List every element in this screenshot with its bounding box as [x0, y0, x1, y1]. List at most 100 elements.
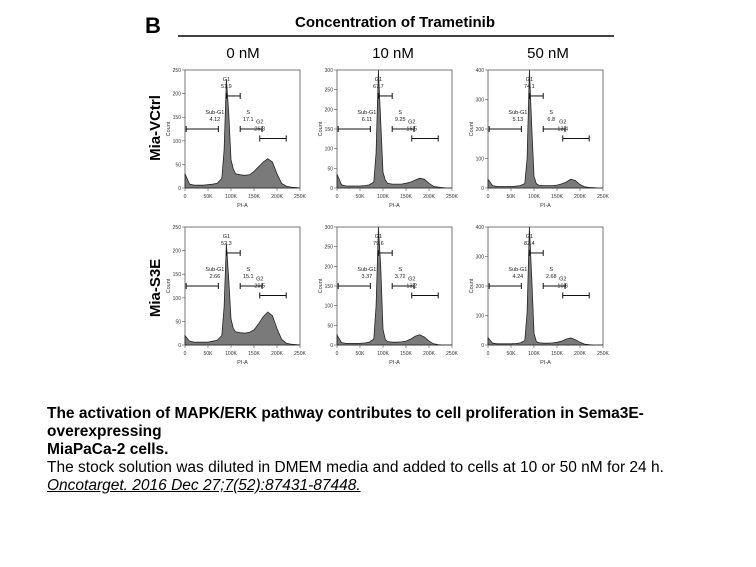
caption-title: The activation of MAPK/ERK pathway contr… [47, 405, 644, 440]
histogram-area [336, 69, 452, 189]
y-tick-label: 300 [325, 225, 334, 231]
x-tick-label: 0 [184, 194, 187, 200]
y-tick-label: 200 [476, 284, 485, 290]
x-tick-label: 250K [597, 194, 609, 200]
gate-name: G2 [408, 276, 415, 282]
x-tick-label: 250K [597, 351, 609, 357]
histogram-area [184, 243, 301, 346]
gate-name: G2 [408, 119, 415, 125]
x-tick-label: 0 [487, 194, 490, 200]
gate-name: G1 [375, 234, 382, 240]
row-label: Mia-VCtrl [147, 95, 164, 161]
gate-value: 26.3 [254, 126, 265, 132]
x-axis-label: PI-A [237, 203, 248, 209]
gate-name: Sub-G1 [508, 267, 527, 273]
y-tick-label: 200 [476, 127, 485, 133]
x-tick-label: 0 [487, 351, 490, 357]
x-tick-label: 50K [356, 194, 366, 200]
histogram-area [487, 226, 603, 346]
gate-name: G1 [526, 234, 533, 240]
x-tick-label: 50K [204, 351, 214, 357]
gate-value: 4.24 [513, 274, 524, 280]
gate-value: 3.37 [362, 274, 373, 280]
x-tick-label: 50K [204, 194, 214, 200]
x-axis-label: PI-A [540, 203, 551, 209]
y-tick-label: 200 [173, 249, 182, 255]
x-tick-label: 100K [528, 194, 540, 200]
gate-name: Sub-G1 [357, 267, 376, 273]
y-tick-label: 300 [325, 68, 334, 74]
citation-link[interactable]: Oncotarget. 2016 Dec 27;7(52):87431-8744… [47, 477, 361, 494]
y-axis-label: Count [318, 121, 324, 136]
gate-value: 67.7 [373, 84, 384, 90]
caption-text: The stock solution was diluted in DMEM m… [47, 459, 664, 476]
gate-name: S [246, 110, 250, 116]
y-tick-label: 0 [481, 186, 484, 192]
x-tick-label: 200K [423, 194, 435, 200]
figure-header: Concentration of Trametinib [295, 14, 495, 31]
y-tick-label: 250 [173, 68, 182, 74]
x-axis-label: PI-A [237, 360, 248, 366]
gate-name: S [398, 267, 402, 273]
y-tick-label: 0 [178, 186, 181, 192]
y-tick-label: 100 [476, 314, 485, 320]
gate-value: 17.1 [243, 117, 254, 123]
caption-body: The stock solution was diluted in DMEM m… [47, 459, 747, 495]
x-tick-label: 100K [225, 351, 237, 357]
y-tick-label: 100 [173, 139, 182, 145]
y-tick-label: 0 [330, 343, 333, 349]
y-tick-label: 250 [325, 88, 334, 94]
x-tick-label: 250K [446, 194, 458, 200]
figure: B Concentration of Trametinib 0 nM 10 nM… [145, 13, 614, 366]
gate-name: Sub-G1 [508, 110, 527, 116]
y-tick-label: 50 [327, 323, 333, 329]
column-label: 50 nM [527, 45, 569, 62]
x-tick-label: 150K [400, 194, 412, 200]
y-tick-label: 200 [325, 107, 334, 113]
gate-value: 6.8 [547, 117, 555, 123]
x-tick-label: 0 [184, 351, 187, 357]
gate-value: 15.1 [243, 274, 254, 280]
gate-value: 5.13 [513, 117, 524, 123]
y-tick-label: 200 [325, 264, 334, 270]
gate-value: 29.5 [254, 283, 265, 289]
gate-value: 13.4 [557, 126, 568, 132]
x-tick-label: 50K [507, 194, 517, 200]
x-tick-label: 250K [294, 351, 306, 357]
panel-letter: B [145, 13, 161, 38]
x-tick-label: 150K [551, 351, 563, 357]
gate-name: S [398, 110, 402, 116]
gate-value: 2.68 [546, 274, 557, 280]
y-tick-label: 250 [173, 225, 182, 231]
x-tick-label: 0 [336, 351, 339, 357]
gate-name: Sub-G1 [205, 267, 224, 273]
x-tick-label: 250K [446, 351, 458, 357]
gate-name: S [549, 110, 553, 116]
x-tick-label: 100K [377, 351, 389, 357]
x-tick-label: 200K [574, 351, 586, 357]
gate-name: G1 [375, 77, 382, 83]
x-tick-label: 200K [574, 194, 586, 200]
y-axis-label: Count [166, 121, 172, 136]
y-tick-label: 200 [173, 92, 182, 98]
gate-name: G1 [223, 234, 230, 240]
gate-name: G1 [526, 77, 533, 83]
gate-name: G2 [256, 276, 263, 282]
x-axis-label: PI-A [389, 203, 400, 209]
gate-name: G2 [559, 276, 566, 282]
x-tick-label: 200K [271, 351, 283, 357]
y-tick-label: 400 [476, 225, 485, 231]
histogram-area [184, 79, 301, 189]
y-tick-label: 150 [173, 272, 182, 278]
figure-caption: The activation of MAPK/ERK pathway contr… [47, 405, 747, 495]
x-tick-label: 0 [336, 194, 339, 200]
gate-value: 16.5 [406, 126, 417, 132]
x-tick-label: 100K [225, 194, 237, 200]
x-tick-label: 100K [528, 351, 540, 357]
gate-value: 82.4 [524, 241, 535, 247]
y-tick-label: 100 [325, 147, 334, 153]
gate-value: 3.72 [395, 274, 406, 280]
gate-value: 6.11 [362, 117, 372, 123]
gate-name: S [549, 267, 553, 273]
gate-value: 52.3 [221, 241, 232, 247]
